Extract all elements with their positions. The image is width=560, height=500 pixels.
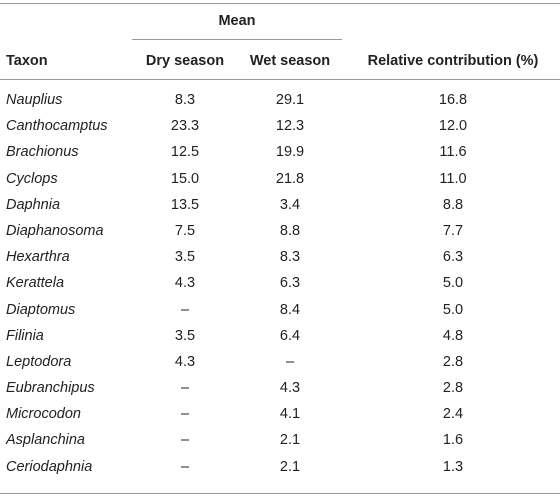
table-row: Brachionus 12.5 19.9 11.6 bbox=[0, 141, 560, 167]
table-row: Diaphanosoma 7.5 8.8 7.7 bbox=[0, 220, 560, 246]
relative-contribution-cell: 2.8 bbox=[442, 380, 464, 397]
table-row: Leptodora 4.3 – 2.8 bbox=[0, 351, 560, 377]
dry-season-cell: – bbox=[180, 458, 190, 475]
wet-season-cell: – bbox=[285, 353, 295, 370]
taxon-cell: Cyclops bbox=[6, 170, 58, 187]
dry-season-cell: 4.3 bbox=[174, 353, 196, 370]
taxon-cell: Asplanchina bbox=[6, 432, 85, 449]
taxon-cell: Kerattela bbox=[6, 275, 65, 292]
dry-season-column-header: Dry season bbox=[145, 53, 225, 69]
table-body: Nauplius 8.3 29.1 16.8 Canthocamptus 23.3 12.3… bbox=[0, 89, 560, 482]
table-row: Asplanchina – 2.1 1.6 bbox=[0, 429, 560, 455]
wet-season-cell: 29.1 bbox=[275, 92, 305, 108]
dry-season-cell: 8.3 bbox=[174, 92, 196, 108]
mean-group-header: Mean bbox=[218, 13, 256, 29]
wet-season-cell: 19.9 bbox=[275, 144, 305, 161]
dry-season-cell: – bbox=[180, 406, 190, 423]
relative-contribution-cell: 16.8 bbox=[438, 92, 468, 108]
dry-season-cell: 13.5 bbox=[170, 196, 200, 213]
dry-season-cell: 3.5 bbox=[174, 249, 196, 266]
taxon-cell: Brachionus bbox=[6, 144, 79, 161]
table-row: Ceriodaphnia – 2.1 1.3 bbox=[0, 456, 560, 482]
relative-contribution-cell: 11.0 bbox=[439, 170, 467, 187]
taxon-cell: Ceriodaphnia bbox=[6, 458, 93, 475]
taxon-column-header: Taxon bbox=[6, 53, 48, 69]
relative-contribution-cell: 6.3 bbox=[442, 249, 464, 266]
relative-contribution-cell: 5.0 bbox=[442, 301, 464, 318]
dry-season-cell: – bbox=[180, 380, 190, 397]
table-row: Kerattela 4.3 6.3 5.0 bbox=[0, 272, 560, 298]
wet-season-cell: 6.3 bbox=[279, 275, 301, 292]
relative-contribution-cell: 2.4 bbox=[442, 406, 464, 423]
wet-season-cell: 6.4 bbox=[279, 327, 301, 344]
taxon-cell: Diaphanosoma bbox=[6, 222, 104, 239]
wet-season-cell: 12.3 bbox=[275, 118, 305, 135]
mean-group-rule bbox=[132, 39, 342, 40]
taxon-cell: Diaptomus bbox=[6, 301, 76, 318]
table-top-rule bbox=[0, 3, 560, 4]
dry-season-cell: 15.0 bbox=[170, 170, 200, 187]
relative-contribution-cell: 4.8 bbox=[442, 327, 464, 344]
relative-contribution-cell: 11.6 bbox=[439, 144, 467, 161]
dry-season-cell: 3.5 bbox=[174, 327, 196, 344]
taxon-cell: Hexarthra bbox=[6, 249, 70, 266]
taxon-cell: Filinia bbox=[6, 327, 44, 344]
wet-season-cell: 3.4 bbox=[279, 196, 301, 213]
taxon-cell: Eubranchipus bbox=[6, 380, 95, 397]
table-row: Filinia 3.5 6.4 4.8 bbox=[0, 325, 560, 351]
table-row: Nauplius 8.3 29.1 16.8 bbox=[0, 89, 560, 115]
table-row: Eubranchipus – 4.3 2.8 bbox=[0, 377, 560, 403]
relative-contribution-cell: 2.8 bbox=[442, 353, 464, 370]
wet-season-cell: 2.1 bbox=[279, 432, 301, 449]
dry-season-cell: 12.5 bbox=[170, 144, 200, 161]
wet-season-cell: 8.4 bbox=[279, 301, 301, 318]
wet-season-cell: 21.8 bbox=[275, 170, 305, 187]
table-row: Cyclops 15.0 21.8 11.0 bbox=[0, 168, 560, 194]
relative-contribution-column-header: Relative contribution (%) bbox=[367, 53, 539, 69]
table-row: Diaptomus – 8.4 5.0 bbox=[0, 299, 560, 325]
wet-season-cell: 8.3 bbox=[279, 249, 301, 266]
table-row: Hexarthra 3.5 8.3 6.3 bbox=[0, 246, 560, 272]
header-bottom-rule bbox=[0, 79, 560, 80]
wet-season-cell: 4.3 bbox=[279, 380, 301, 397]
table-row: Microcodon – 4.1 2.4 bbox=[0, 403, 560, 429]
taxon-cell: Microcodon bbox=[6, 406, 81, 423]
relative-contribution-cell: 1.3 bbox=[442, 458, 464, 475]
table-row: Canthocamptus 23.3 12.3 12.0 bbox=[0, 115, 560, 141]
taxon-cell: Daphnia bbox=[6, 196, 61, 213]
wet-season-column-header: Wet season bbox=[249, 53, 331, 69]
wet-season-cell: 4.1 bbox=[279, 406, 301, 423]
relative-contribution-cell: 12.0 bbox=[438, 118, 468, 135]
dry-season-cell: 4.3 bbox=[174, 275, 196, 292]
relative-contribution-cell: 5.0 bbox=[442, 275, 464, 292]
wet-season-cell: 8.8 bbox=[279, 222, 301, 239]
taxon-cell: Canthocamptus bbox=[6, 118, 108, 135]
taxon-cell: Leptodora bbox=[6, 353, 72, 370]
table-row: Daphnia 13.5 3.4 8.8 bbox=[0, 194, 560, 220]
relative-contribution-cell: 8.8 bbox=[442, 196, 464, 213]
taxon-cell: Nauplius bbox=[6, 92, 63, 108]
dry-season-cell: – bbox=[180, 432, 190, 449]
dry-season-cell: 23.3 bbox=[170, 118, 200, 135]
table-bottom-rule bbox=[0, 493, 560, 494]
dry-season-cell: 7.5 bbox=[174, 222, 196, 239]
wet-season-cell: 2.1 bbox=[279, 458, 301, 475]
dry-season-cell: – bbox=[180, 301, 190, 318]
relative-contribution-cell: 1.6 bbox=[442, 432, 464, 449]
relative-contribution-cell: 7.7 bbox=[442, 222, 464, 239]
